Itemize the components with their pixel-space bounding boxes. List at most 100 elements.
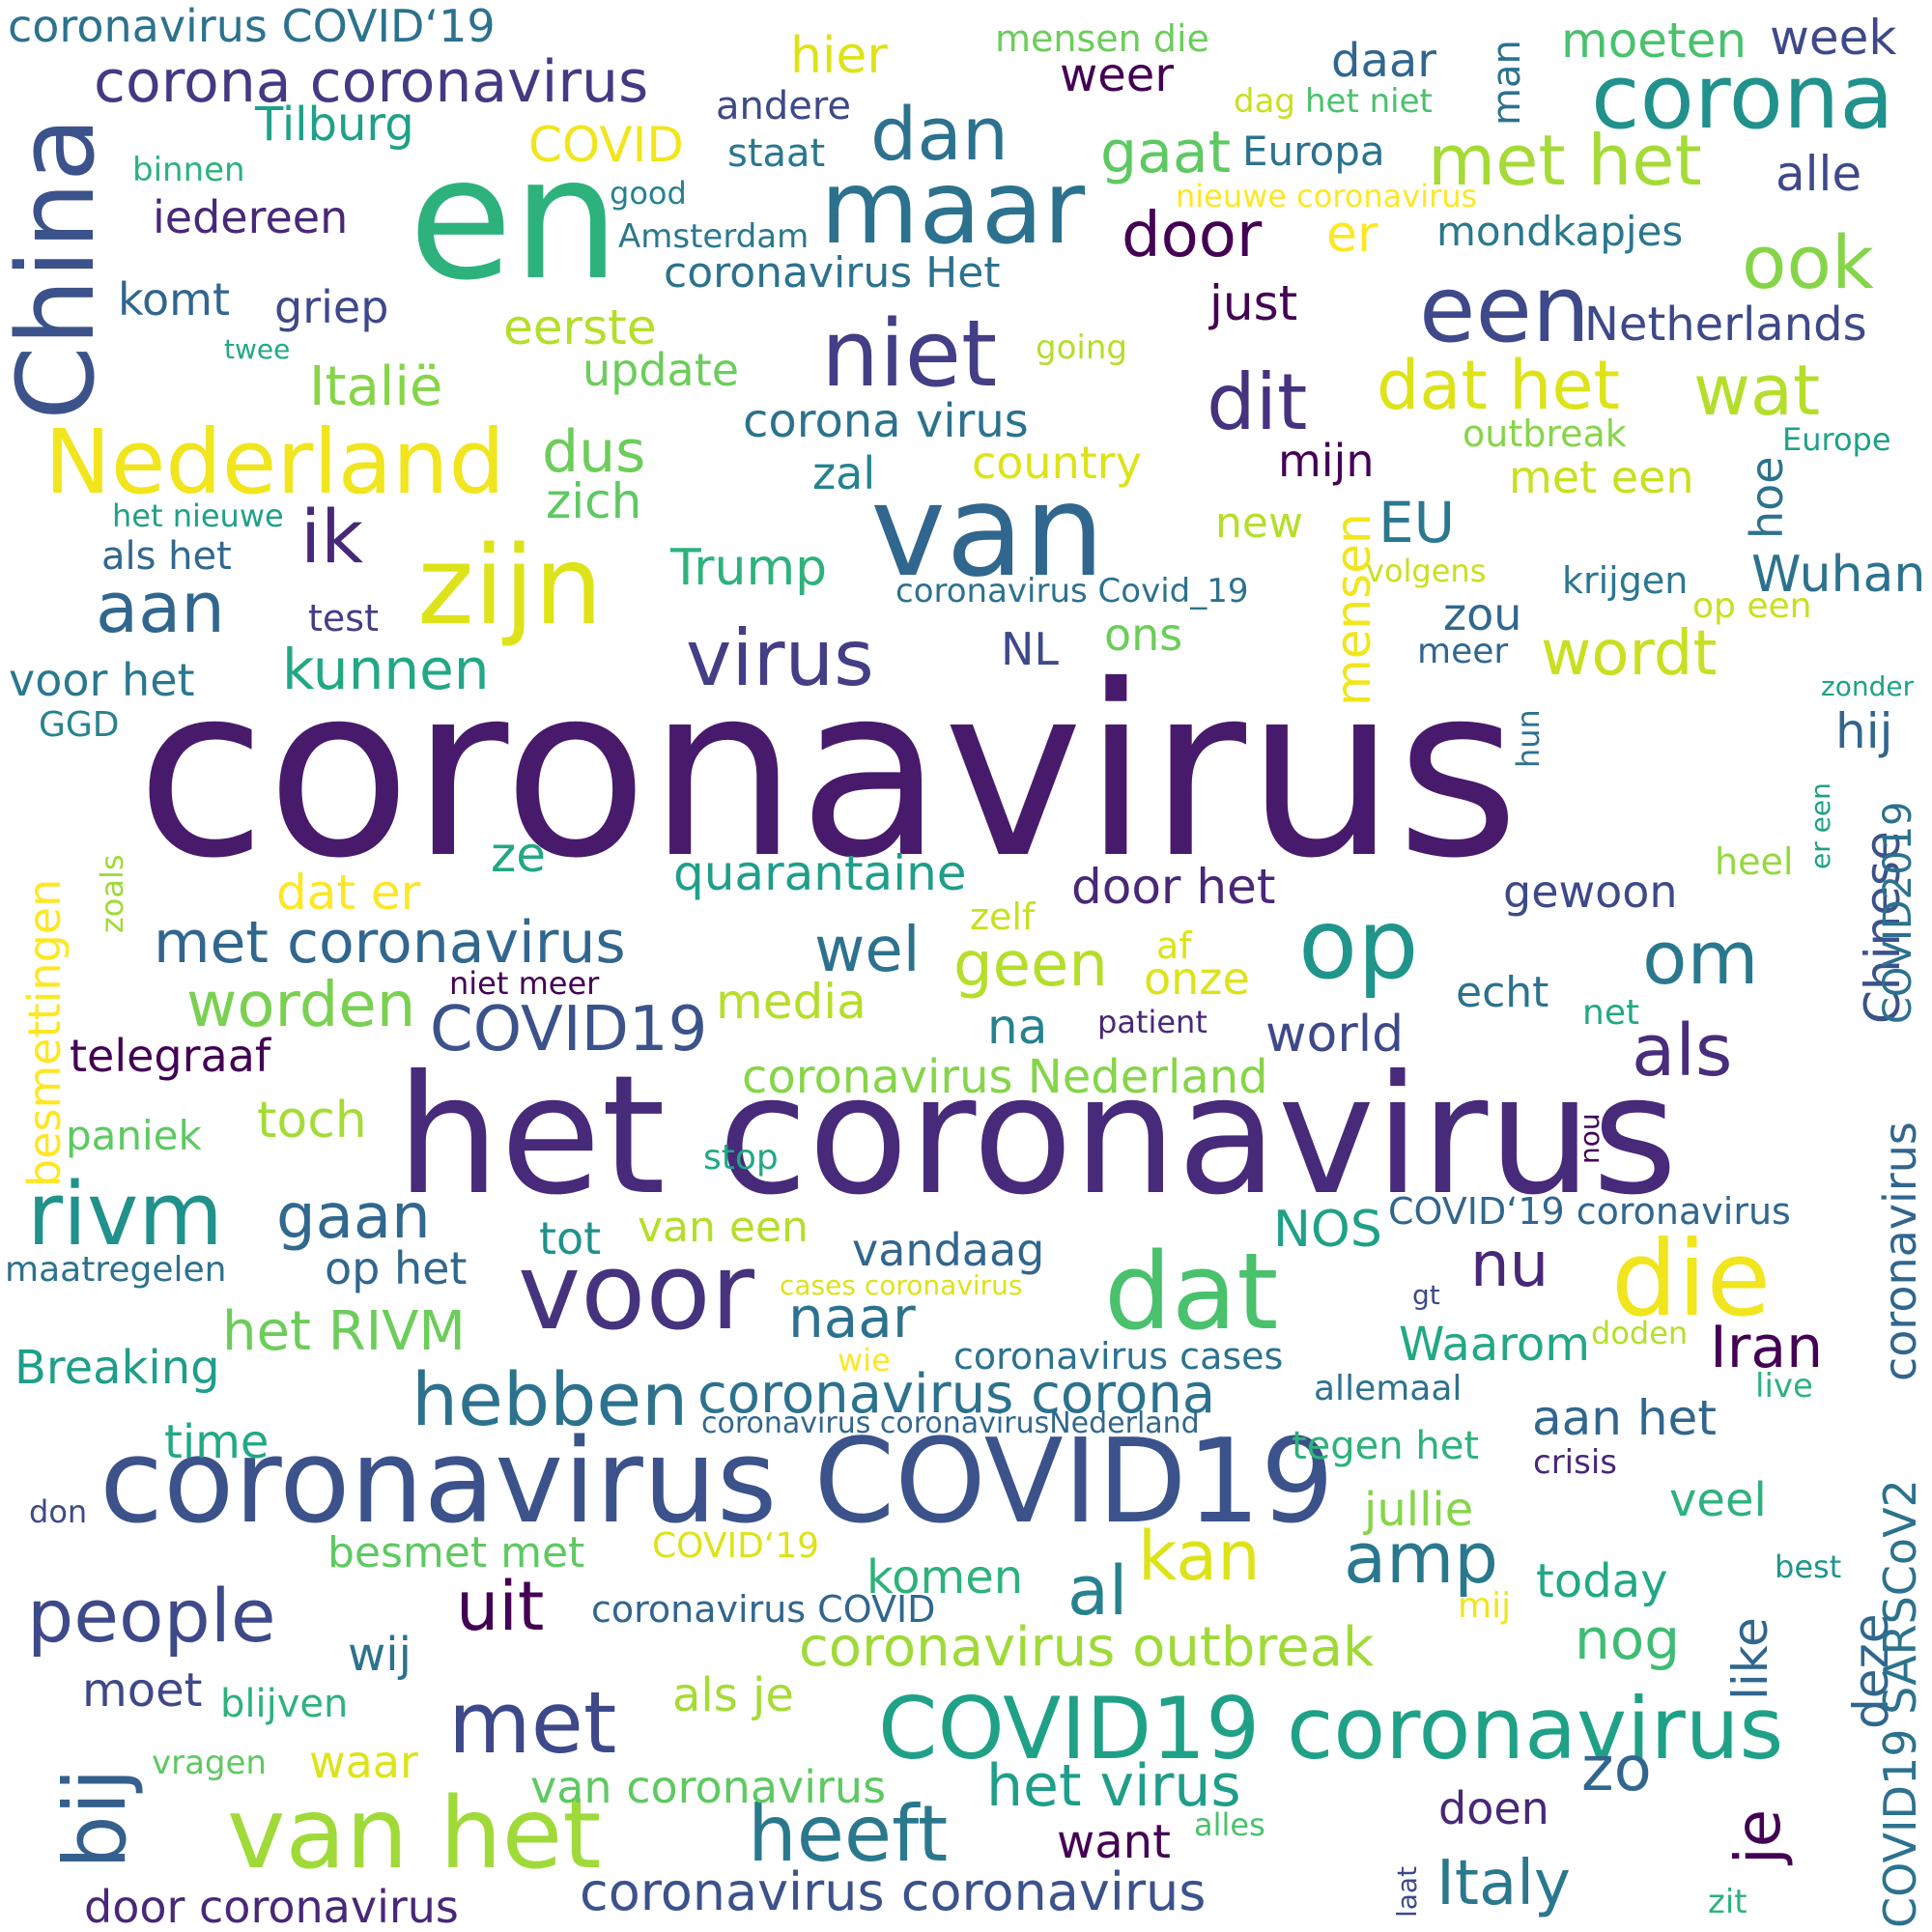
- word-dat: dat: [1104, 1229, 1279, 1353]
- word-uit: uit: [456, 1566, 545, 1646]
- word-door-het: door het: [1071, 859, 1276, 915]
- word-breaking: Breaking: [14, 1340, 220, 1395]
- word-good: good: [610, 174, 687, 212]
- word-italy: Italy: [1436, 1847, 1571, 1919]
- word-waar: waar: [309, 1736, 418, 1789]
- word-alles: alles: [1194, 1805, 1265, 1843]
- word-er: er: [1326, 206, 1378, 265]
- word-naar: naar: [788, 1285, 916, 1351]
- word-worden: worden: [186, 969, 416, 1041]
- word-griep: griep: [274, 281, 389, 334]
- word-want: want: [1057, 1814, 1171, 1869]
- word-zijn: zijn: [417, 524, 604, 650]
- word-coronavirus-nederland: coronavirus Nederland: [742, 1049, 1268, 1104]
- word-heel: heel: [1715, 839, 1794, 883]
- word-net: net: [1582, 993, 1640, 1034]
- word-wordt: wordt: [1541, 617, 1718, 690]
- word-als-je: als je: [672, 1667, 794, 1722]
- word-het-rivm: het RIVM: [222, 1300, 466, 1364]
- word-coronavirus-coronavirusnederland: coronavirus coronavirusNederland: [701, 1406, 1200, 1441]
- word-het-coronavirus: het coronavirus: [396, 1039, 1678, 1232]
- word-veel: veel: [1669, 1472, 1767, 1527]
- word-je: je: [1722, 1808, 1795, 1864]
- word-van-het: van het: [227, 1776, 602, 1892]
- word-toch: toch: [257, 1092, 367, 1151]
- word-binnen: binnen: [132, 151, 245, 190]
- word-waarom: Waarom: [1399, 1317, 1591, 1372]
- word-covid-19-coronavirus: COVID‘19 coronavirus: [1388, 1189, 1791, 1233]
- word-zit: zit: [1708, 1883, 1747, 1922]
- word-china: China: [0, 116, 118, 420]
- word-coronavirus-outbreak: coronavirus outbreak: [799, 1616, 1375, 1680]
- word-covid-19-small: COVID‘19: [652, 1526, 820, 1567]
- word-wij: wij: [348, 1627, 412, 1682]
- word-doen: doen: [1438, 1782, 1549, 1835]
- word-ik: ik: [300, 493, 364, 580]
- word-met: met: [448, 1672, 617, 1773]
- word-time: time: [164, 1414, 270, 1469]
- word-tegen-het: tegen het: [1292, 1424, 1480, 1469]
- word-italie: Italië: [309, 355, 443, 419]
- word-mensen-die: mensen die: [995, 16, 1209, 60]
- word-nederland: Nederland: [44, 410, 505, 514]
- word-amsterdam: Amsterdam: [618, 217, 810, 257]
- word-komt: komt: [118, 273, 230, 327]
- word-iedereen: iedereen: [153, 191, 349, 244]
- word-meer: meer: [1417, 632, 1509, 672]
- word-dan: dan: [870, 90, 1009, 177]
- word-corona-coronavirus: corona coronavirus: [94, 47, 649, 116]
- word-man: man: [1485, 40, 1530, 126]
- word-stop: stop: [703, 1138, 779, 1179]
- word-gaan: gaan: [276, 1180, 431, 1253]
- word-dat-er: dat er: [276, 865, 421, 921]
- word-vragen: vragen: [152, 1744, 267, 1783]
- word-eerste: eerste: [503, 299, 657, 355]
- word-na: na: [987, 999, 1048, 1055]
- word-hebben: hebben: [412, 1355, 689, 1442]
- word-op-het: op het: [325, 1242, 468, 1295]
- word-met-het: met het: [1428, 119, 1702, 201]
- word-hier: hier: [790, 27, 888, 86]
- word-het-niet: het niet: [1305, 82, 1433, 122]
- word-als: als: [1632, 1009, 1733, 1094]
- word-onze: onze: [1144, 952, 1250, 1006]
- word-telegraaf: telegraaf: [70, 1030, 271, 1083]
- word-al: al: [1067, 1550, 1128, 1631]
- word-met-een: met een: [1509, 451, 1694, 504]
- word-kunnen: kunnen: [282, 637, 490, 703]
- word-besmettingen: besmettingen: [18, 878, 71, 1187]
- word-van-coronavirus: van coronavirus: [530, 1761, 887, 1814]
- word-om: om: [1642, 914, 1759, 1001]
- word-trump: Trump: [670, 539, 828, 598]
- word-wie: wie: [838, 1341, 891, 1378]
- word-ze: ze: [491, 827, 547, 883]
- word-nu: nu: [1470, 1229, 1549, 1301]
- word-coronavirus-cases: coronavirus cases: [953, 1334, 1284, 1378]
- word-week: week: [1770, 10, 1897, 66]
- word-op-een: op een: [1692, 586, 1812, 627]
- word-outbreak: outbreak: [1463, 412, 1627, 455]
- word-jullie: jullie: [1364, 1482, 1474, 1537]
- word-covid2019: COVID2019: [1876, 801, 1921, 1024]
- word-doden: doden: [1591, 1314, 1689, 1351]
- word-geen: geen: [953, 928, 1108, 1001]
- word-komen: komen: [867, 1549, 1024, 1605]
- word-coronavirus-covid: coronavirus COVID: [591, 1587, 936, 1631]
- word-bij: bij: [44, 1768, 145, 1869]
- word-covid19-coronavirus: COVID19 coronavirus: [878, 1678, 1784, 1778]
- word-volgens: volgens: [1366, 552, 1487, 589]
- word-door: door: [1122, 199, 1263, 271]
- word-weer: weer: [1060, 47, 1175, 102]
- word-zo: zo: [1581, 1733, 1652, 1805]
- word-hun: hun: [1509, 709, 1547, 768]
- word-maatregelen: maatregelen: [5, 1250, 227, 1291]
- word-door-coronavirus: door coronavirus: [84, 1881, 459, 1932]
- word-mij: mij: [1458, 1586, 1512, 1627]
- word-new: new: [1215, 497, 1303, 548]
- word-die: die: [1611, 1219, 1772, 1341]
- word-aan: aan: [96, 566, 225, 648]
- word-voor: voor: [518, 1229, 754, 1353]
- word-van: van: [870, 456, 1105, 606]
- word-today: today: [1536, 1553, 1668, 1608]
- word-don: don: [29, 1492, 88, 1530]
